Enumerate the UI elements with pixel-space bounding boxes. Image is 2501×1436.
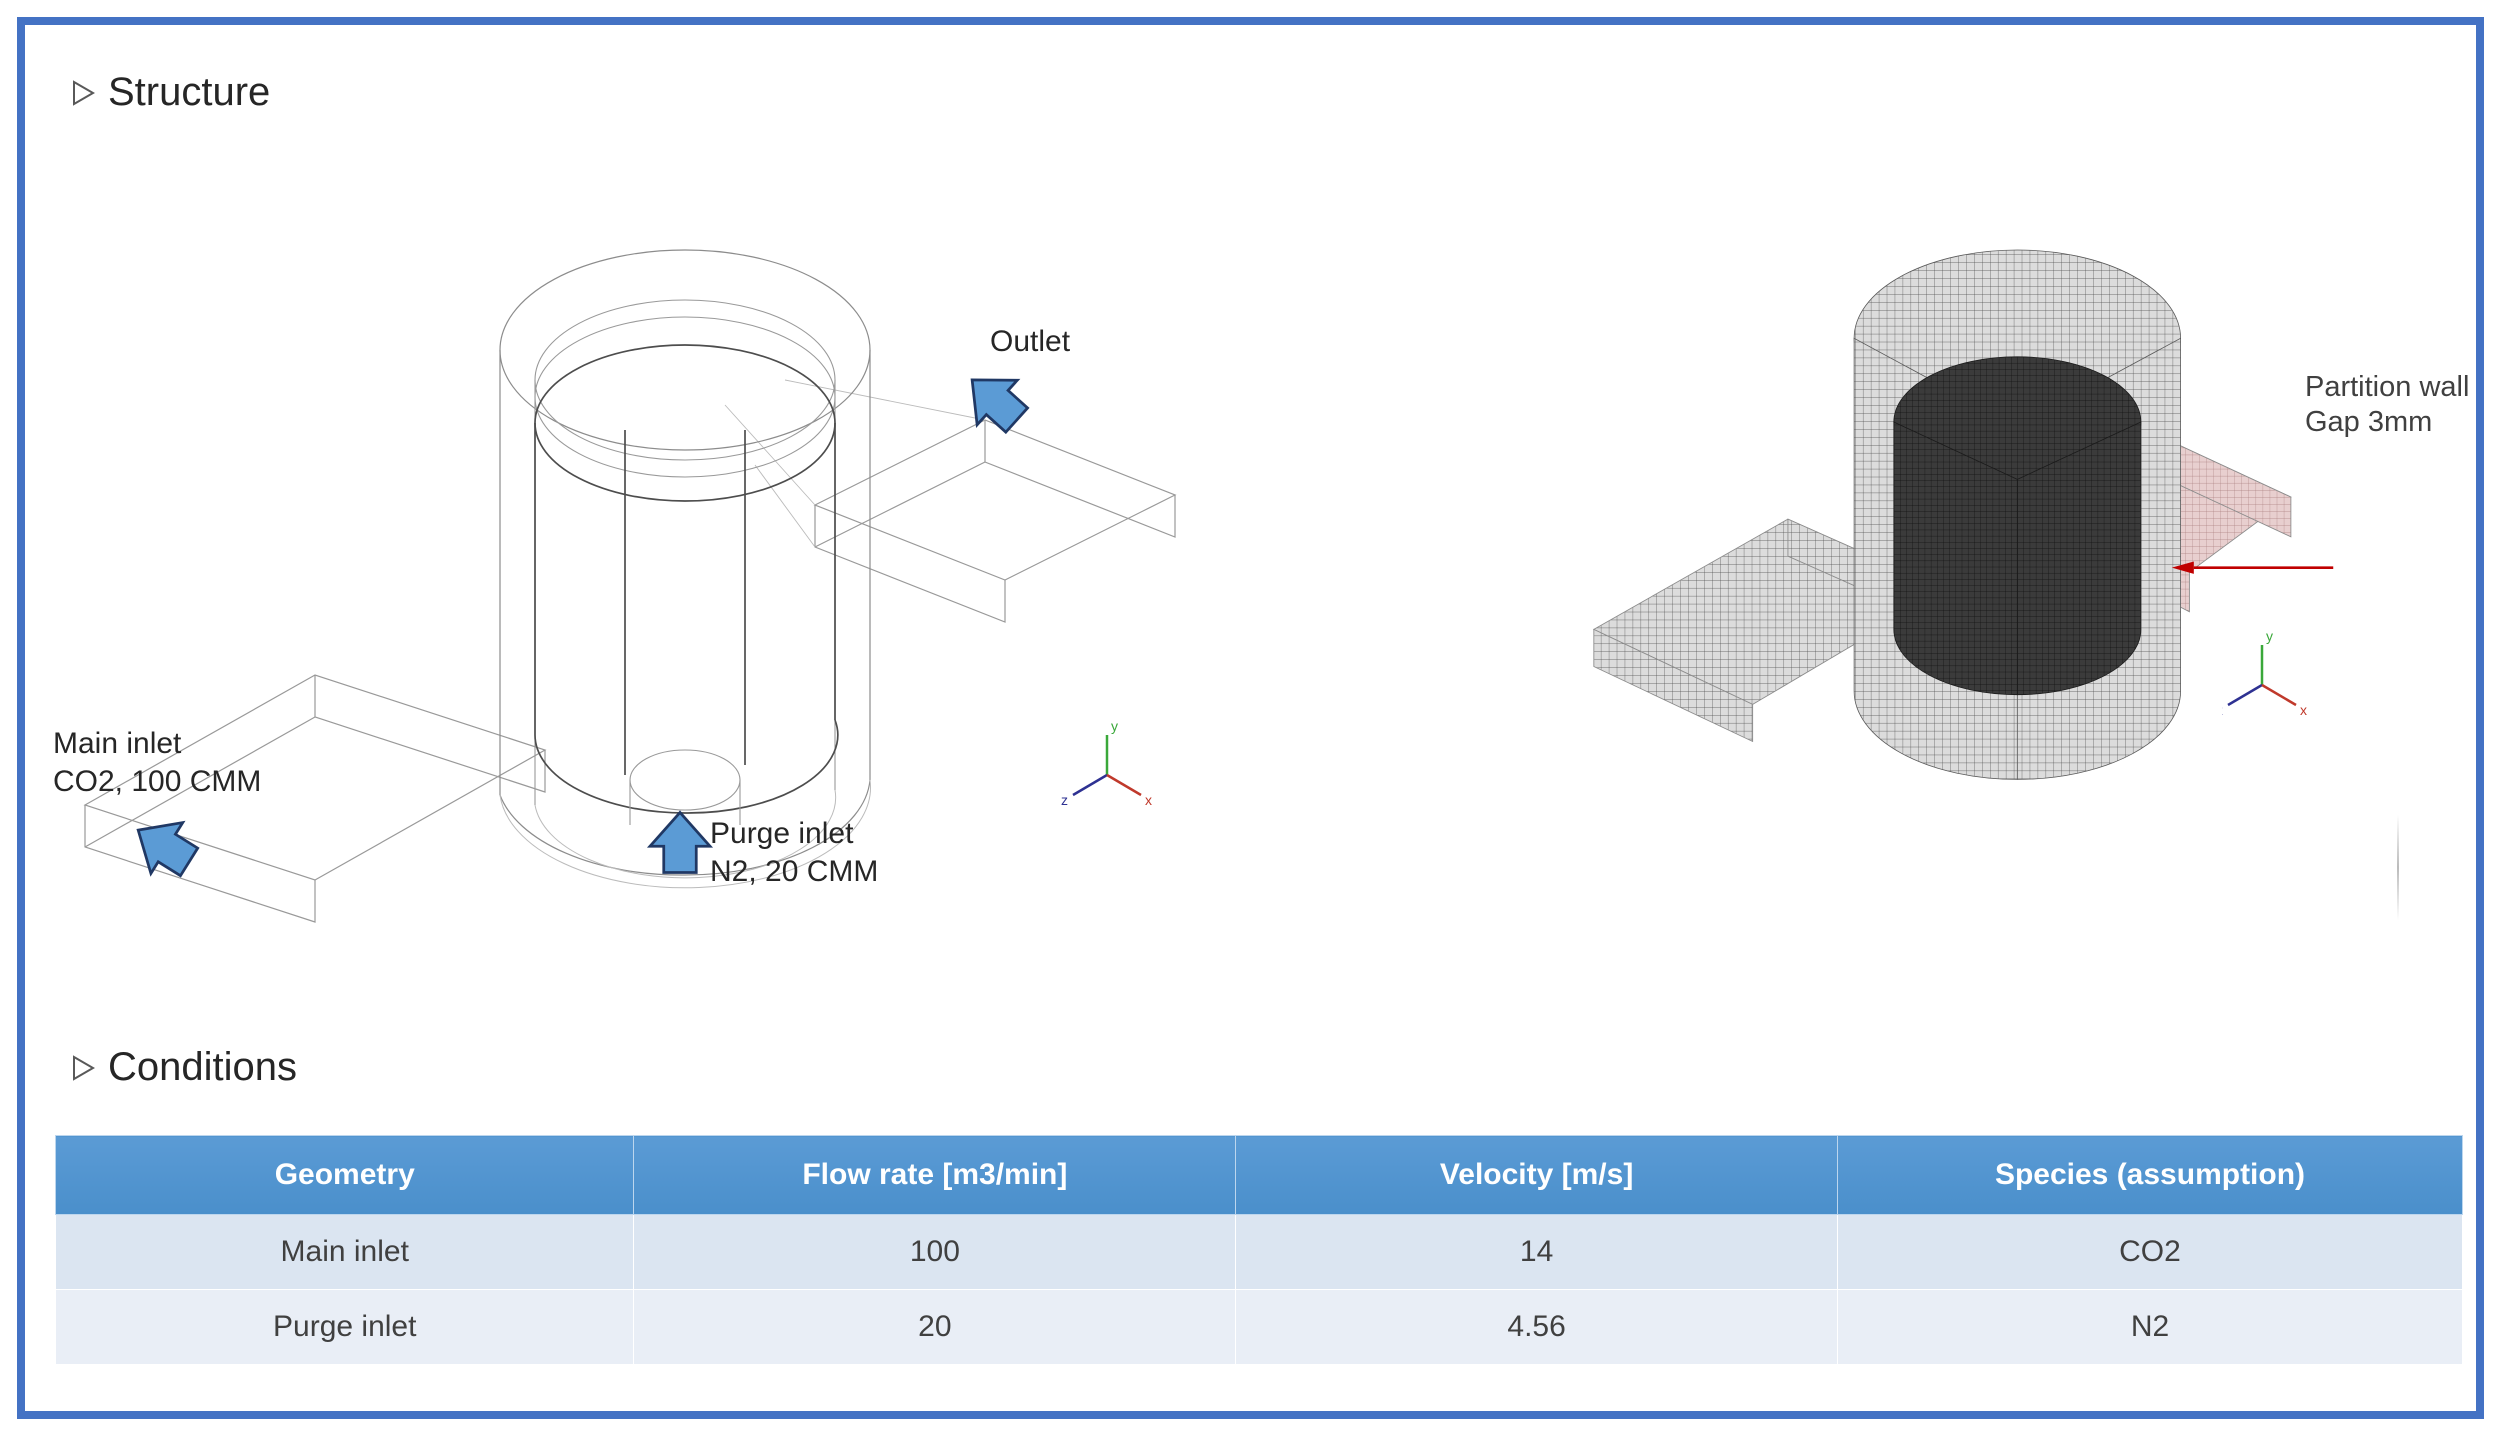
- svg-text:z: z: [2222, 702, 2223, 718]
- svg-text:x: x: [1145, 792, 1152, 808]
- svg-text:x: x: [2300, 702, 2307, 718]
- svg-text:z: z: [1061, 792, 1068, 808]
- svg-text:y: y: [1111, 718, 1118, 734]
- svg-text:y: y: [2266, 630, 2273, 644]
